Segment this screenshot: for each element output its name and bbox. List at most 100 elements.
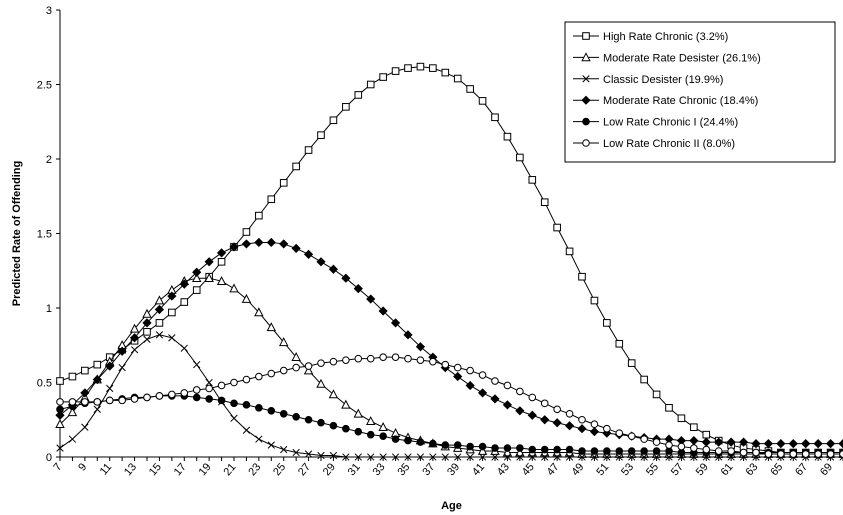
data-point — [503, 453, 512, 461]
data-point — [689, 436, 699, 446]
legend-label: Moderate Rate Desister (26.1%) — [603, 52, 761, 64]
data-point — [278, 337, 289, 347]
data-point — [241, 239, 252, 249]
x-tick-label: 61 — [719, 461, 736, 478]
data-point — [714, 437, 724, 447]
legend-item: Low Rate Chronic II (8.0%) — [573, 138, 735, 150]
x-tick-label: 35 — [395, 461, 412, 478]
data-point — [390, 318, 401, 328]
x-tick-label: 15 — [147, 461, 164, 478]
data-point — [478, 442, 487, 451]
data-point — [739, 448, 748, 457]
data-point — [578, 447, 586, 455]
data-point — [68, 435, 77, 443]
x-tick-label: 49 — [569, 461, 586, 478]
legend-label: Classic Desister (19.9%) — [603, 74, 723, 86]
data-point — [578, 453, 586, 461]
y-tick-label: 2 — [46, 154, 52, 166]
data-point — [503, 444, 512, 452]
series-line — [59, 277, 843, 455]
data-point — [628, 453, 636, 461]
x-tick-label: 45 — [520, 461, 537, 478]
data-point — [81, 366, 89, 375]
data-point — [528, 453, 536, 461]
data-point — [242, 426, 251, 434]
data-point — [502, 400, 513, 410]
data-point — [68, 398, 77, 406]
data-point — [378, 306, 388, 316]
y-tick-label: 0.5 — [37, 378, 52, 390]
data-point — [192, 393, 201, 402]
data-point — [640, 453, 648, 461]
data-point — [590, 420, 599, 429]
legend-marker — [581, 52, 591, 62]
data-point — [242, 401, 251, 409]
data-point — [106, 384, 114, 393]
data-point — [590, 296, 599, 305]
data-point — [615, 339, 624, 348]
legend-marker — [582, 117, 590, 126]
data-point — [502, 447, 513, 457]
data-point — [267, 195, 276, 204]
data-point — [603, 319, 611, 327]
legend-marker — [582, 139, 590, 147]
data-point — [665, 404, 673, 412]
data-point — [193, 360, 201, 369]
data-point — [292, 412, 300, 421]
x-tick-label: 47 — [545, 461, 562, 478]
data-point — [540, 399, 549, 408]
data-point — [763, 438, 774, 449]
data-point — [552, 418, 562, 428]
data-point — [665, 441, 673, 449]
data-point — [752, 448, 760, 457]
data-point — [727, 447, 735, 455]
data-point — [453, 363, 462, 372]
x-tick-label: 25 — [271, 461, 288, 478]
data-point — [391, 353, 400, 361]
data-point — [255, 404, 263, 412]
data-point — [553, 405, 561, 414]
data-point — [528, 393, 537, 402]
data-point — [155, 319, 164, 327]
data-point — [143, 335, 151, 343]
series-4 — [55, 237, 843, 449]
data-point — [254, 307, 264, 317]
data-point — [738, 437, 749, 447]
data-point — [652, 390, 661, 399]
data-point — [56, 398, 64, 406]
data-point — [353, 408, 364, 418]
data-point — [429, 357, 437, 366]
x-tick-label: 55 — [644, 461, 661, 478]
legend-marker — [582, 75, 590, 83]
data-point — [118, 363, 126, 372]
data-point — [528, 445, 537, 454]
data-point — [329, 421, 338, 430]
data-point — [366, 354, 375, 363]
data-point — [255, 211, 263, 220]
data-point — [354, 354, 363, 363]
data-point — [329, 451, 338, 460]
data-point — [553, 453, 561, 461]
data-point — [105, 361, 115, 371]
data-point — [117, 346, 127, 356]
data-point — [155, 392, 164, 400]
data-point — [652, 438, 661, 446]
data-point — [217, 396, 226, 405]
data-point — [652, 447, 661, 455]
series-5 — [56, 392, 843, 457]
data-point — [217, 258, 226, 266]
data-point — [304, 415, 313, 424]
data-point — [478, 97, 487, 105]
series-1 — [56, 62, 843, 457]
data-point — [813, 438, 823, 449]
legend-item: Moderate Rate Chronic (18.4%) — [573, 95, 758, 107]
data-point — [627, 432, 636, 440]
data-point — [578, 272, 586, 281]
data-point — [93, 405, 101, 413]
data-point — [129, 333, 140, 343]
data-point — [528, 176, 537, 184]
data-point — [154, 295, 165, 305]
data-point — [690, 423, 698, 431]
data-point — [404, 64, 412, 72]
data-point — [466, 453, 474, 461]
